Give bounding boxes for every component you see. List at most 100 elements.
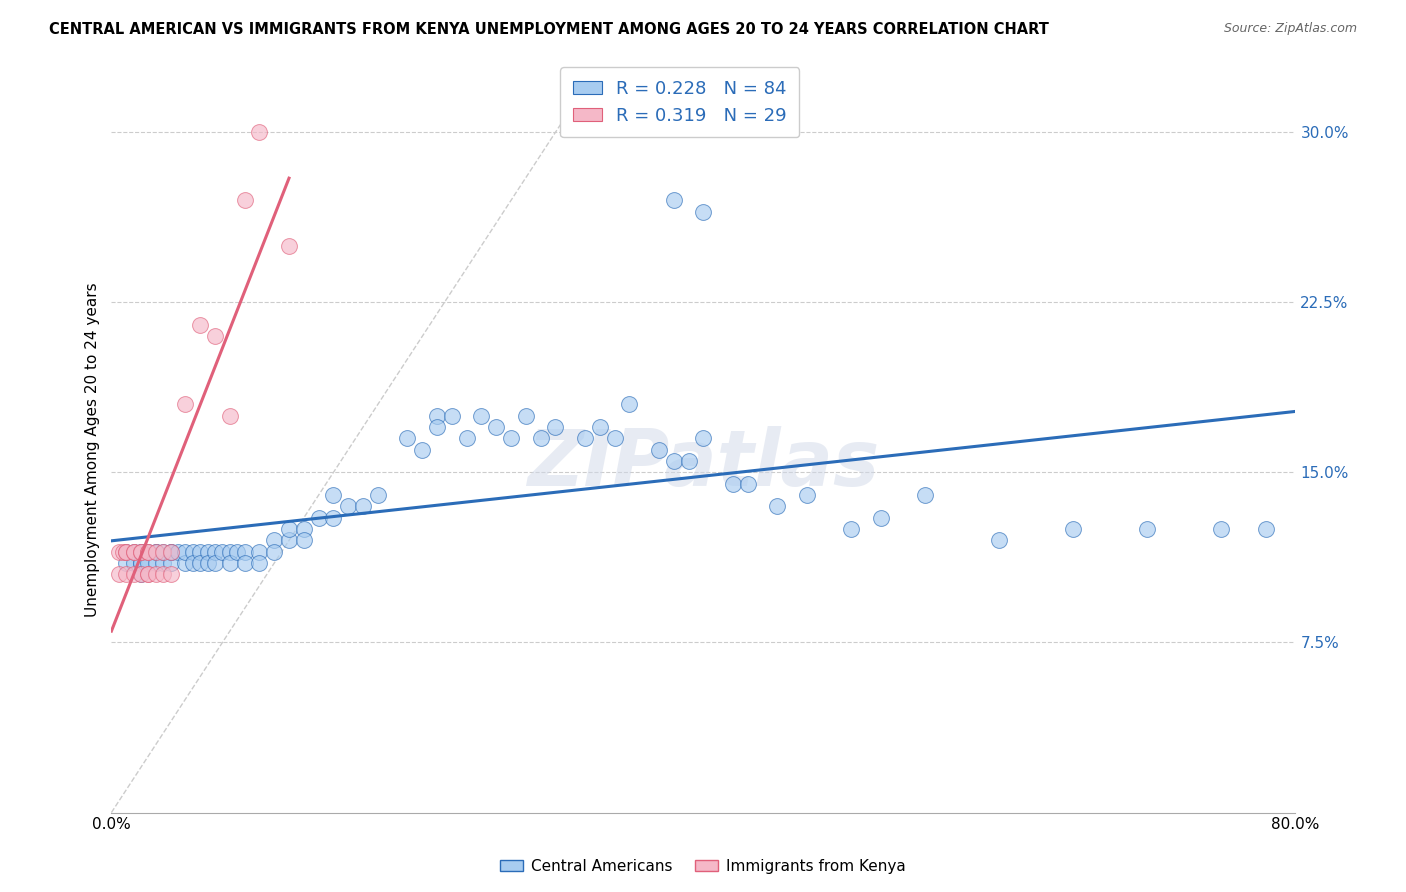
Point bbox=[197, 556, 219, 570]
Point bbox=[226, 545, 249, 559]
Y-axis label: Unemployment Among Ages 20 to 24 years: Unemployment Among Ages 20 to 24 years bbox=[86, 283, 100, 617]
Point bbox=[181, 545, 204, 559]
Point bbox=[796, 488, 818, 502]
Point bbox=[263, 545, 285, 559]
Point bbox=[870, 510, 893, 524]
Point bbox=[122, 567, 145, 582]
Point bbox=[914, 488, 936, 502]
Point bbox=[249, 125, 271, 139]
Point bbox=[440, 409, 463, 423]
Point bbox=[292, 522, 315, 536]
Point bbox=[174, 556, 197, 570]
Point bbox=[159, 545, 181, 559]
Point bbox=[159, 556, 181, 570]
Point bbox=[108, 545, 131, 559]
Point bbox=[619, 397, 641, 411]
Point bbox=[138, 545, 160, 559]
Point bbox=[152, 545, 174, 559]
Point bbox=[692, 431, 714, 445]
Point bbox=[188, 318, 211, 332]
Point bbox=[129, 556, 152, 570]
Point bbox=[278, 533, 301, 548]
Point bbox=[115, 567, 138, 582]
Point bbox=[678, 454, 700, 468]
Point bbox=[122, 545, 145, 559]
Point bbox=[485, 420, 508, 434]
Point bbox=[841, 522, 863, 536]
Point bbox=[129, 545, 152, 559]
Point bbox=[218, 409, 240, 423]
Point bbox=[159, 545, 181, 559]
Point bbox=[145, 545, 167, 559]
Point bbox=[218, 556, 240, 570]
Point bbox=[204, 329, 226, 343]
Point bbox=[544, 420, 567, 434]
Point bbox=[292, 533, 315, 548]
Point bbox=[692, 204, 714, 219]
Point bbox=[174, 397, 197, 411]
Point bbox=[426, 420, 449, 434]
Point bbox=[129, 567, 152, 582]
Point bbox=[145, 556, 167, 570]
Point bbox=[426, 409, 449, 423]
Point bbox=[204, 556, 226, 570]
Point bbox=[456, 431, 478, 445]
Point bbox=[108, 567, 131, 582]
Point bbox=[138, 545, 160, 559]
Point bbox=[233, 545, 256, 559]
Point bbox=[648, 442, 671, 457]
Point bbox=[278, 522, 301, 536]
Point bbox=[988, 533, 1011, 548]
Point bbox=[174, 545, 197, 559]
Point bbox=[499, 431, 522, 445]
Point bbox=[197, 545, 219, 559]
Point bbox=[367, 488, 389, 502]
Point bbox=[411, 442, 433, 457]
Point bbox=[138, 567, 160, 582]
Point bbox=[766, 500, 789, 514]
Point bbox=[233, 194, 256, 208]
Point bbox=[145, 545, 167, 559]
Point bbox=[337, 500, 360, 514]
Point bbox=[115, 545, 138, 559]
Point bbox=[589, 420, 612, 434]
Point bbox=[115, 545, 138, 559]
Point bbox=[530, 431, 553, 445]
Point bbox=[152, 556, 174, 570]
Point bbox=[188, 545, 211, 559]
Point bbox=[129, 545, 152, 559]
Point bbox=[263, 533, 285, 548]
Point bbox=[662, 454, 685, 468]
Point bbox=[129, 545, 152, 559]
Point bbox=[249, 556, 271, 570]
Point bbox=[122, 556, 145, 570]
Legend: R = 0.228   N = 84, R = 0.319   N = 29: R = 0.228 N = 84, R = 0.319 N = 29 bbox=[560, 67, 800, 137]
Point bbox=[470, 409, 492, 423]
Point bbox=[129, 567, 152, 582]
Point bbox=[278, 238, 301, 252]
Point bbox=[167, 545, 190, 559]
Point bbox=[138, 545, 160, 559]
Point bbox=[249, 545, 271, 559]
Point bbox=[159, 545, 181, 559]
Point bbox=[322, 510, 344, 524]
Point bbox=[721, 476, 744, 491]
Point bbox=[662, 194, 685, 208]
Point bbox=[396, 431, 419, 445]
Point bbox=[129, 545, 152, 559]
Point bbox=[138, 556, 160, 570]
Point bbox=[181, 556, 204, 570]
Point bbox=[1254, 522, 1277, 536]
Point bbox=[322, 488, 344, 502]
Point bbox=[115, 556, 138, 570]
Point bbox=[218, 545, 240, 559]
Point bbox=[145, 567, 167, 582]
Point bbox=[603, 431, 626, 445]
Point bbox=[233, 556, 256, 570]
Point bbox=[129, 556, 152, 570]
Point bbox=[1136, 522, 1159, 536]
Point bbox=[308, 510, 330, 524]
Point bbox=[211, 545, 233, 559]
Point bbox=[737, 476, 759, 491]
Point bbox=[515, 409, 537, 423]
